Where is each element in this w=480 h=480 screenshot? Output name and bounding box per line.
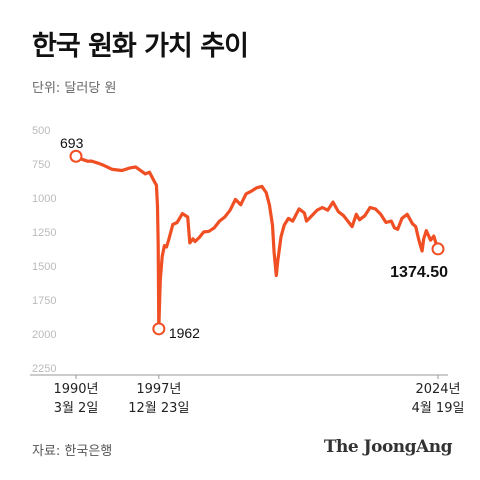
annotation-label: 693 (60, 135, 84, 151)
y-tick-label: 1000 (32, 193, 56, 205)
y-tick-label: 1250 (32, 227, 56, 239)
x-tick-label: 3월 2일 (54, 401, 99, 416)
brand-logo: The JoongAng (323, 437, 453, 457)
y-tick-label: 750 (32, 159, 50, 171)
x-tick-label: 1997년 (136, 382, 181, 397)
y-tick-label: 2250 (32, 363, 56, 375)
source-note: 자료: 한국은행 (32, 444, 113, 459)
y-tick-label: 500 (32, 125, 50, 137)
annotation-label: 1962 (169, 325, 200, 341)
y-tick-label: 1500 (32, 261, 56, 273)
y-tick-label: 1750 (32, 295, 56, 307)
x-tick-label: 2024년 (415, 382, 460, 397)
y-tick-label: 2000 (32, 329, 56, 341)
annotation-marker (152, 322, 166, 336)
annotation-marker (431, 242, 445, 256)
x-tick-label: 1990년 (53, 382, 98, 397)
x-tick-label: 12월 23일 (128, 401, 189, 416)
annotation-marker (69, 149, 83, 163)
annotation-label: 1374.50 (390, 264, 448, 281)
series-line (74, 154, 440, 331)
x-tick-label: 4월 19일 (412, 401, 465, 416)
page-title: 한국 원화 가치 추이 (32, 31, 249, 62)
chart-unit-label: 단위: 달러당 원 (32, 81, 117, 96)
